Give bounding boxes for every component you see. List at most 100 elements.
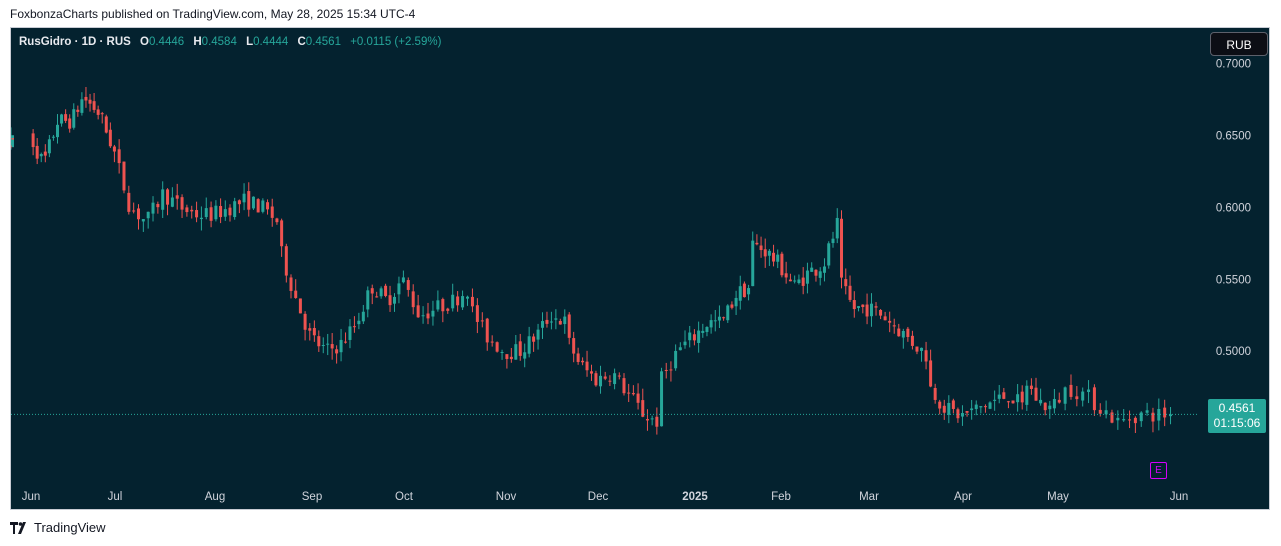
candle-body [697,330,701,343]
candle-body [938,401,942,409]
candle-body [190,209,194,212]
candle-body [1145,410,1149,413]
candle-body [892,325,896,327]
candle-body [915,346,919,352]
candle-body [495,342,499,352]
candle-body [726,305,730,321]
candlestick-chart[interactable]: 0.7000 0.6500 0.6000 0.5500 0.5000 Jun Jul Aug… [11,28,1269,509]
open-value: 0.4446 [148,36,185,48]
candle-body [379,288,383,297]
candle-body [1092,387,1096,411]
candle-body [1063,387,1067,404]
candle-body [56,124,60,138]
candle-body [514,344,518,360]
candle-body [734,297,738,307]
candle-body [1169,414,1173,417]
candle-body [1002,392,1006,399]
candle-body [784,273,788,278]
candle-body [1048,405,1052,410]
candle-body [11,137,14,148]
candle-body [361,311,365,322]
candle-body [237,200,241,205]
candle-body [289,277,293,291]
open-label: O [140,36,149,48]
candle-body [76,109,80,112]
candle-body [1043,402,1047,411]
symbol-label: RusGidro · 1D · RUS [19,36,131,48]
candle-body [541,321,545,328]
candle-body [920,347,924,351]
candle-body [1034,387,1038,401]
candle-body [822,266,826,273]
candle-body [47,139,51,154]
y-tick-label: 0.6500 [1216,130,1251,142]
candle-body [988,402,992,409]
candle-body [979,406,983,408]
candle-body [613,373,617,385]
currency-button[interactable]: RUB [1210,32,1268,56]
candle-body [242,193,246,203]
candle-body [294,290,298,298]
candle-body [780,253,784,276]
candle-body [1104,410,1108,415]
candle-body [92,101,96,110]
chart-area[interactable]: 0.7000 0.6500 0.6000 0.5500 0.5000 Jun Jul Aug… [10,27,1270,510]
candle-body [219,206,223,218]
candle-body [763,249,767,257]
candle-body [722,317,726,319]
candle-body [166,189,170,205]
candle-body [112,146,116,152]
candle-body [39,154,43,157]
x-tick-label: May [1047,491,1069,503]
candle-body [485,318,489,343]
candle-body [416,305,420,318]
candle-body [1151,412,1155,422]
candle-body [117,149,121,164]
candle-body [844,279,848,287]
x-tick-label: Nov [496,491,517,503]
candle-body [280,220,284,247]
high-label: H [193,36,202,48]
candle-body [509,356,513,360]
candle-body [256,199,260,213]
candle-body [137,208,141,220]
x-tick-label: Jul [108,491,123,503]
tradingview-brand[interactable]: TradingView [10,520,106,535]
candle-body [869,303,873,317]
candle-body [645,419,649,421]
candle-body [441,299,445,312]
ohlc-legend: RusGidro · 1D · RUS O0.4446 H0.4584 L0.4… [19,36,441,48]
candle-body [43,151,47,156]
candle-body [831,238,835,244]
candle-body [199,217,203,220]
candle-body [446,308,450,311]
candle-body [421,315,425,317]
y-tick-label: 0.7000 [1216,58,1251,70]
candle-body [951,400,955,409]
candle-body [1122,419,1126,421]
candle-body [151,202,155,214]
candle-body [1006,401,1010,403]
candle-body [738,286,742,301]
candle-body [275,218,279,223]
candle-body [636,393,640,403]
tradingview-logo-icon [10,521,26,534]
candle-body [312,328,316,336]
candle-body [490,341,494,343]
candle-body [352,326,356,328]
candle-body [1087,389,1091,393]
earnings-marker[interactable]: E [1150,462,1167,479]
candle-body [1098,409,1102,414]
candle-body [426,313,430,319]
candle-body [755,242,759,245]
candle-body [549,321,553,323]
candle-body [156,203,160,208]
candle-body [209,207,213,221]
candle-body [924,350,928,362]
candle-body [678,347,682,351]
candle-body [406,280,410,290]
candle-body [983,406,987,408]
candle-body [683,341,687,346]
candle-body [317,336,321,347]
candle-body [308,328,312,331]
